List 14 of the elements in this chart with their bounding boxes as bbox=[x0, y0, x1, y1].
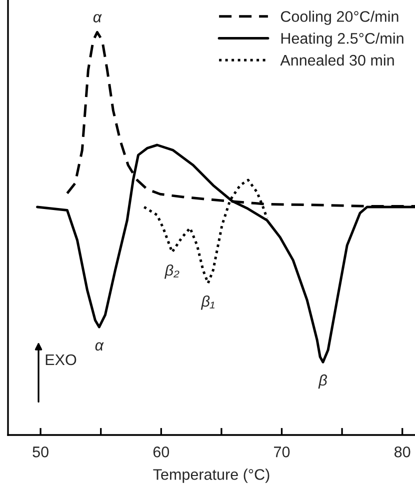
annotation: β bbox=[318, 374, 327, 389]
annotation: EXO bbox=[46, 354, 76, 366]
legend-label: Heating 2.5°C/min bbox=[281, 32, 404, 47]
legend-label: Annealed 30 min bbox=[280, 54, 394, 66]
x-tick-label: 60 bbox=[153, 446, 170, 458]
annotation: α bbox=[93, 14, 102, 22]
x-tick-label: 70 bbox=[274, 446, 290, 458]
annotation: β₂ bbox=[164, 264, 180, 279]
annotation: α bbox=[95, 342, 104, 351]
x-tick-label: 80 bbox=[394, 446, 410, 458]
x-tick-label: 50 bbox=[32, 446, 48, 458]
x-axis-title: Temperature (°C) bbox=[153, 468, 270, 483]
annotation: β₁ bbox=[200, 295, 214, 310]
legend-label: Cooling 20°C/min bbox=[280, 10, 398, 25]
